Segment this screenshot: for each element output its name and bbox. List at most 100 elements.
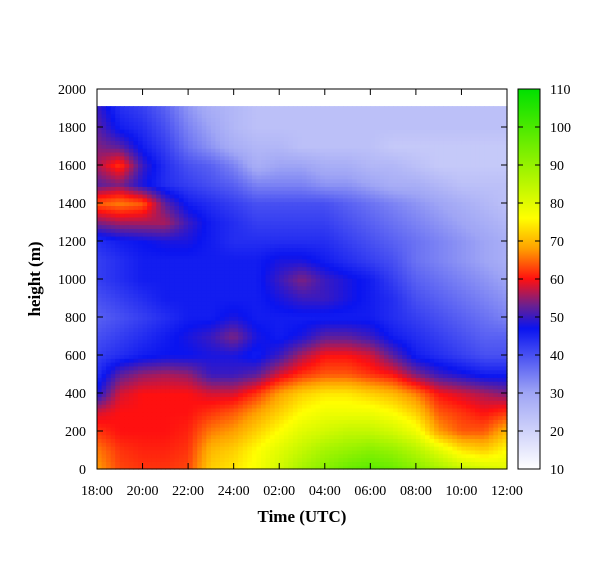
heatmap-cell <box>452 438 458 443</box>
heatmap-cell <box>388 396 394 401</box>
heatmap-cell <box>361 415 367 420</box>
heatmap-cell <box>238 407 244 413</box>
heatmap-cell <box>215 285 221 291</box>
heatmap-cell <box>443 392 449 398</box>
heatmap-cell <box>128 434 135 440</box>
heatmap-cell <box>333 270 340 275</box>
heatmap-cell <box>288 339 294 344</box>
heatmap-cell <box>183 350 189 355</box>
heatmap-cell <box>110 289 116 294</box>
heatmap-cell <box>402 415 408 420</box>
heatmap-cell <box>256 388 262 394</box>
heatmap-cell <box>197 453 203 459</box>
heatmap-cell <box>210 358 217 363</box>
heatmap-cell <box>397 396 403 401</box>
heatmap-cell <box>488 457 494 462</box>
heatmap-cell <box>411 274 417 279</box>
heatmap-cell <box>456 457 463 462</box>
heatmap-cell <box>133 461 139 466</box>
heatmap-cell <box>274 461 280 466</box>
heatmap-cell <box>488 258 494 264</box>
heatmap-cell <box>493 446 499 451</box>
heatmap-cell <box>343 438 349 443</box>
heatmap-cell <box>497 377 504 382</box>
heatmap-cell <box>406 449 412 455</box>
heatmap-cell <box>311 423 317 428</box>
heatmap-cell <box>320 423 326 428</box>
heatmap-cell <box>343 415 349 420</box>
heatmap-cell <box>475 400 481 405</box>
heatmap-cell <box>179 419 185 424</box>
heatmap-cell <box>415 377 422 382</box>
heatmap-cell <box>338 289 344 294</box>
heatmap-cell <box>356 312 362 317</box>
heatmap-cell <box>329 293 335 298</box>
heatmap-cell <box>247 346 253 352</box>
heatmap-cell <box>156 453 162 459</box>
heatmap-cell <box>347 346 353 352</box>
heatmap-cell <box>224 293 230 298</box>
heatmap-cell <box>188 281 194 287</box>
heatmap-cell <box>192 289 198 294</box>
heatmap-cell <box>429 415 435 420</box>
heatmap-cell <box>283 339 289 344</box>
heatmap-cell <box>133 419 139 424</box>
heatmap-cell <box>97 426 103 432</box>
heatmap-cell <box>156 438 162 443</box>
heatmap-cell <box>151 346 157 352</box>
heatmap-cell <box>361 304 367 310</box>
heatmap-cell <box>402 446 408 451</box>
heatmap-cell <box>347 316 353 321</box>
heatmap-cell <box>356 316 362 321</box>
heatmap-cell <box>447 449 453 455</box>
heatmap-cell <box>110 331 116 336</box>
heatmap-cell <box>251 308 258 313</box>
heatmap-cell <box>138 457 144 462</box>
heatmap-cell <box>338 426 344 432</box>
heatmap-cell <box>188 358 194 363</box>
heatmap-cell <box>179 258 185 264</box>
heatmap-cell <box>215 419 221 424</box>
heatmap-cell <box>393 396 399 401</box>
heatmap-cell <box>210 384 217 390</box>
heatmap-cell <box>101 266 107 271</box>
heatmap-cell <box>365 331 371 336</box>
heatmap-cell <box>502 396 508 401</box>
heatmap-cell <box>165 354 171 359</box>
heatmap-cell <box>288 407 294 413</box>
heatmap-cell <box>124 354 130 359</box>
heatmap-cell <box>128 308 135 313</box>
heatmap-cell <box>188 327 194 333</box>
heatmap-cell <box>270 342 276 348</box>
heatmap-cell <box>356 457 362 462</box>
heatmap-cell <box>306 327 312 333</box>
heatmap-cell <box>438 377 444 382</box>
heatmap-cell <box>347 300 353 306</box>
heatmap-cell <box>169 392 176 398</box>
heatmap-cell <box>229 449 235 455</box>
heatmap-cell <box>502 423 508 428</box>
heatmap-cell <box>238 369 244 375</box>
heatmap-cell <box>488 266 494 271</box>
heatmap-cell <box>133 438 139 443</box>
heatmap-cell <box>343 434 349 440</box>
heatmap-cell <box>411 438 417 443</box>
heatmap-cell <box>311 354 317 359</box>
heatmap-cell <box>101 381 107 386</box>
heatmap-cell <box>502 316 508 321</box>
heatmap-cell <box>461 426 467 432</box>
heatmap-cell <box>488 384 494 390</box>
heatmap-cell <box>361 266 367 271</box>
heatmap-cell <box>425 400 431 405</box>
heatmap-cell <box>393 262 399 268</box>
heatmap-cell <box>397 304 403 310</box>
heatmap-cell <box>151 453 157 459</box>
heatmap-cell <box>206 278 212 283</box>
heatmap-cell <box>374 423 381 428</box>
heatmap-cell <box>393 365 399 371</box>
heatmap-cell <box>192 373 198 378</box>
heatmap-cell <box>420 274 426 279</box>
heatmap-cell <box>434 308 440 313</box>
heatmap-cell <box>497 274 504 279</box>
heatmap-cell <box>356 442 362 447</box>
